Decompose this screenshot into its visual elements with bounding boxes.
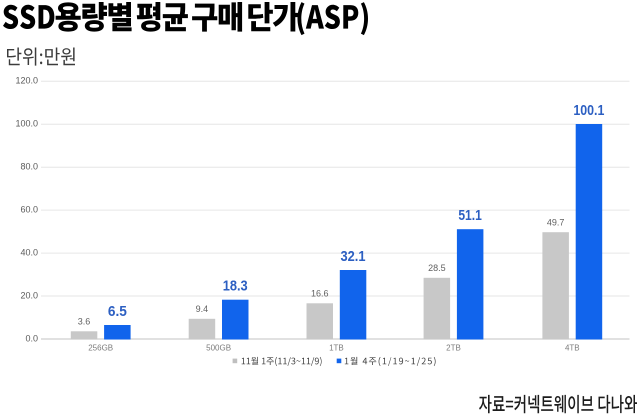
svg-text:40.0: 40.0: [20, 248, 38, 258]
svg-text:0.0: 0.0: [25, 333, 38, 343]
svg-text:28.5: 28.5: [428, 263, 446, 273]
svg-text:49.7: 49.7: [547, 218, 565, 228]
svg-text:51.1: 51.1: [458, 207, 482, 224]
svg-text:100.1: 100.1: [573, 102, 604, 119]
svg-text:9.4: 9.4: [196, 304, 209, 314]
svg-text:60.0: 60.0: [20, 205, 38, 215]
svg-text:80.0: 80.0: [20, 162, 38, 172]
svg-text:32.1: 32.1: [341, 248, 366, 265]
svg-text:500GB: 500GB: [206, 344, 231, 353]
svg-text:2TB: 2TB: [446, 344, 461, 353]
svg-text:256GB: 256GB: [88, 344, 113, 353]
svg-text:18.3: 18.3: [223, 278, 248, 295]
svg-text:120.0: 120.0: [15, 76, 38, 86]
svg-text:16.6: 16.6: [311, 289, 329, 299]
svg-text:1TB: 1TB: [329, 344, 344, 353]
svg-text:6.5: 6.5: [108, 303, 127, 320]
svg-text:20.0: 20.0: [20, 290, 38, 300]
svg-text:100.0: 100.0: [15, 119, 38, 129]
svg-text:3.6: 3.6: [78, 317, 91, 327]
svg-text:4TB: 4TB: [565, 344, 580, 353]
